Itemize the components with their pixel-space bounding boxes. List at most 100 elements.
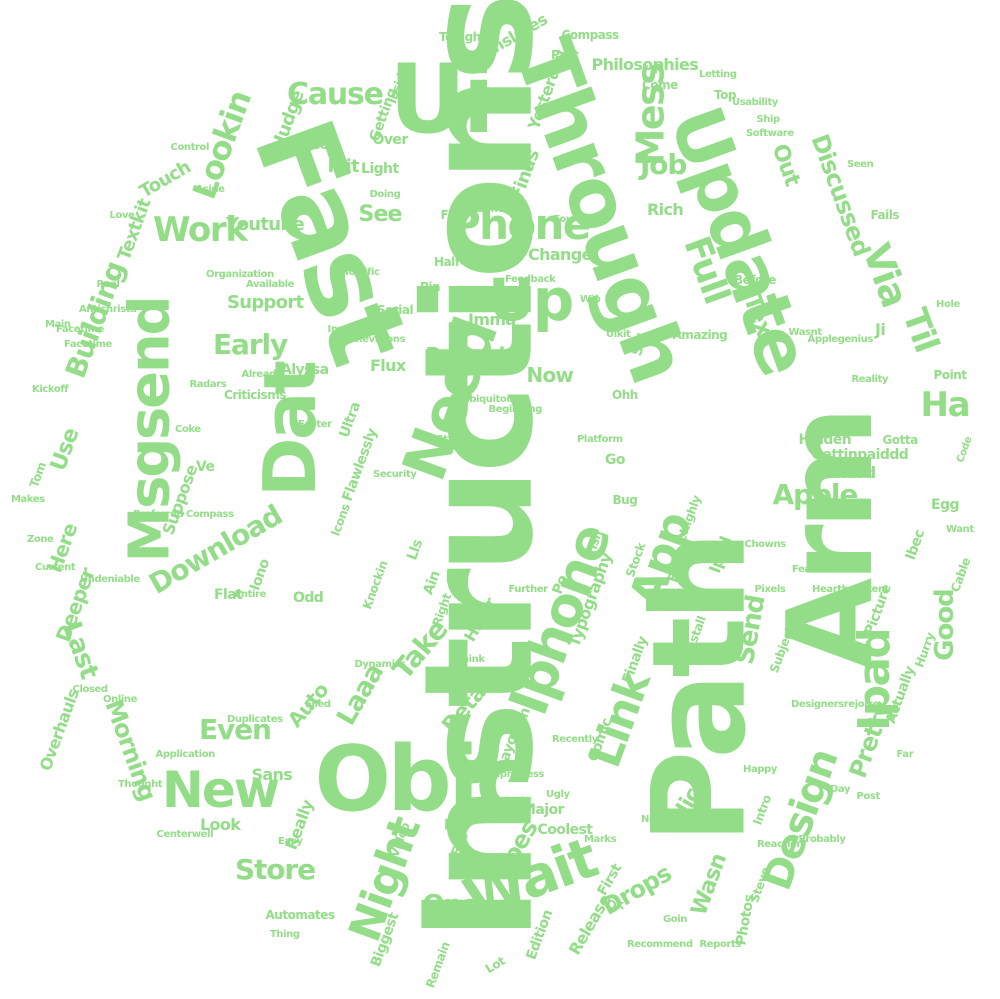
cloud-word: Love [109,210,135,221]
cloud-word: Gtfoh [435,434,466,445]
cloud-word: Doing [369,189,401,200]
cloud-word: Objc [314,727,529,832]
cloud-word: Facetime [56,324,104,335]
cloud-word: Zone [27,534,54,545]
cloud-word: Touch [135,156,194,203]
cloud-word: Look [200,815,241,834]
cloud-word: Ugly [546,789,570,800]
cloud-word: Youtube [226,214,305,235]
cloud-word: Compass [561,28,620,42]
cloud-word: Day [830,784,851,795]
cloud-word: Main [45,319,71,330]
cloud-word: Coolest [537,822,593,838]
cloud-word: Real [96,279,120,290]
cloud-word: Want [946,524,974,535]
cloud-word: Centerwell [156,829,214,840]
cloud-word: Ok [606,898,625,912]
cloud-word: See [358,202,403,227]
cloud-word: Heartbreakers [812,584,889,595]
cloud-word: Seen [847,159,874,170]
cloud-word: Preferred [133,509,184,520]
cloud-word: Usability [732,97,778,108]
cloud-word: Init [327,156,360,177]
cloud-word: Come [642,78,678,92]
cloud-word: Uikit [606,329,631,340]
cloud-word: Ve [196,459,215,475]
cloud-word: Chowns [744,539,787,550]
cloud-word: Super [499,99,532,110]
cloud-word: Pixels [754,584,786,595]
cloud-word: Radars [189,379,227,390]
cloud-word: Designersrejoice [791,699,880,710]
cloud-word: Phone [450,200,591,249]
cloud-word: One [422,890,479,920]
cloud-word: Coke [175,424,201,435]
cloud-word: Automates [265,908,336,922]
cloud-word: Iphoness [496,769,545,780]
cloud-word: Change [528,245,592,264]
cloud-word: Entire [234,589,267,600]
cloud-word: Ship [756,114,781,125]
cloud-word: Dynamics [354,659,407,670]
cloud-word: Feedback [505,274,556,285]
cloud-word: Already [241,369,283,380]
cloud-word: Bug [612,493,638,507]
cloud-word: Til [894,303,947,357]
cloud-word: Past [551,48,579,62]
cloud-word: Wasnt [788,327,823,338]
cloud-word: Gettinpaiddd [811,447,909,463]
cloud-word: Thought [118,779,163,790]
cloud-word: Beginning [488,404,543,415]
cloud-word: Software [746,128,794,139]
cloud-word: Magician [646,594,695,605]
cloud-word: Amazing [672,328,728,342]
cloud-word: Laaa [330,659,390,731]
cloud-word: Egg [931,497,959,513]
cloud-word: Remain [423,940,453,990]
cloud-word: Cause [287,77,384,112]
cloud-word: Depth [464,859,497,870]
cloud-word: Thing [270,929,300,940]
cloud-word: Antichrista [79,304,137,315]
cloud-word: Imma [468,310,516,329]
cloud-word: Good [929,589,960,661]
cloud-word: Lot [482,953,508,977]
cloud-word: Organization [206,269,274,280]
cloud-word: Features [792,564,839,575]
cloud-word: Even [199,713,272,746]
cloud-word: Tonigh [439,30,481,44]
cloud-word: Facetime [64,339,112,350]
cloud-word: Available [246,279,295,290]
cloud-word: Job [640,148,687,181]
cloud-word: Flux [370,356,406,375]
cloud-word: Adoree [275,137,330,153]
cloud-word: Application [155,749,216,760]
cloud-word: Early [213,328,288,361]
cloud-word: Major [522,802,564,818]
cloud-word: Applegenius [807,334,874,345]
cloud-word: Probably [798,834,846,845]
cloud-word: Philosophies [591,55,699,74]
cloud-word: Gotta [882,433,919,447]
cloud-word: Fml [440,208,465,222]
cloud-word: Hole [936,299,960,310]
cloud-word: Easter [298,419,332,430]
cloud-word: Use [45,425,84,475]
cloud-word: Cable [947,555,973,595]
cloud-word: Point [933,368,968,382]
cloud-word: Code [954,435,975,465]
cloud-word: Work [153,210,248,250]
cloud-word: New [162,761,280,819]
cloud-word: Online [103,694,137,705]
cloud-word: Involved [327,324,373,335]
cloud-word: Textkit [113,196,156,264]
cloud-word: Kickoff [32,384,69,395]
cloud-word: Over [372,132,409,148]
cloud-word: Apple [772,478,859,511]
cloud-word: Makes [11,494,45,505]
cloud-word: Clear [495,143,529,157]
cloud-word: Reality [851,374,889,385]
cloud-word: Control [170,142,210,153]
cloud-word: Undeniable [80,574,140,585]
